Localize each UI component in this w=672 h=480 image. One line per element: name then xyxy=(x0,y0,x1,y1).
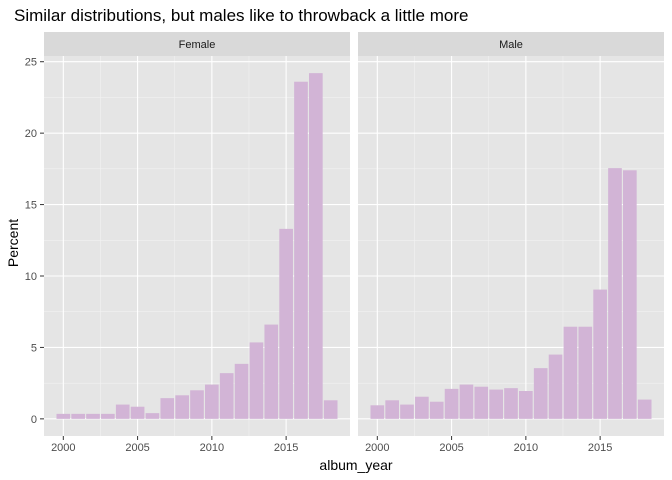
strip-background xyxy=(44,32,350,56)
y-tick-label: 15 xyxy=(25,200,37,212)
strip-background xyxy=(358,32,664,56)
bar xyxy=(489,389,503,419)
y-tick-label: 0 xyxy=(31,414,37,426)
bar xyxy=(444,388,459,419)
bar xyxy=(219,373,234,419)
bar xyxy=(459,384,474,419)
x-tick-label: 2005 xyxy=(439,442,463,454)
x-tick-label: 2005 xyxy=(125,442,149,454)
bar xyxy=(548,354,563,419)
bar xyxy=(623,170,637,419)
bar xyxy=(115,404,130,419)
y-tick-label: 25 xyxy=(25,57,37,69)
x-tick-label: 2000 xyxy=(51,442,75,454)
bar xyxy=(309,73,323,419)
chart-title: Similar distributions, but males like to… xyxy=(14,6,468,25)
panels-group: Female 2000 2005 2010 2015 0 5 10 15 20 25 Male 2000… xyxy=(25,32,664,454)
bar xyxy=(385,400,399,419)
bar xyxy=(637,399,652,419)
bar xyxy=(101,413,115,419)
bar xyxy=(234,363,249,419)
bar xyxy=(71,413,85,419)
bar xyxy=(563,326,578,419)
bar xyxy=(56,413,71,419)
bar xyxy=(400,404,414,419)
bar xyxy=(190,390,204,419)
strip-label: Female xyxy=(179,39,216,51)
bar xyxy=(264,324,279,419)
x-tick-label: 2010 xyxy=(200,442,224,454)
bar xyxy=(145,413,160,419)
bar xyxy=(415,396,429,419)
bar xyxy=(429,401,444,419)
x-tick-label: 2010 xyxy=(514,442,538,454)
bar xyxy=(279,228,293,419)
panel-female: Female 2000 2005 2010 2015 0 5 10 15 20 25 xyxy=(25,32,350,454)
bar xyxy=(504,388,518,419)
bar xyxy=(608,168,622,419)
bar xyxy=(86,413,100,419)
x-tick-label: 2000 xyxy=(365,442,389,454)
bar xyxy=(533,368,548,419)
bar xyxy=(519,391,533,419)
bar xyxy=(593,289,607,419)
bar xyxy=(160,398,175,419)
y-axis-title: Percent xyxy=(5,219,21,267)
bar xyxy=(323,400,338,419)
panel-male: Male 2000 2005 2010 2015 xyxy=(358,32,664,454)
bar xyxy=(249,342,264,419)
bar xyxy=(294,81,308,419)
x-tick-label: 2015 xyxy=(588,442,612,454)
y-tick-label: 10 xyxy=(25,271,37,283)
bar xyxy=(130,406,145,419)
bar xyxy=(205,384,219,419)
x-axis-title: album_year xyxy=(319,457,392,473)
y-tick-label: 20 xyxy=(25,128,37,140)
bar xyxy=(578,326,593,419)
bar xyxy=(175,395,189,419)
x-tick-label: 2015 xyxy=(274,442,298,454)
bar xyxy=(370,405,385,419)
strip-label: Male xyxy=(499,39,523,51)
bar xyxy=(474,386,489,419)
y-tick-label: 5 xyxy=(31,342,37,354)
